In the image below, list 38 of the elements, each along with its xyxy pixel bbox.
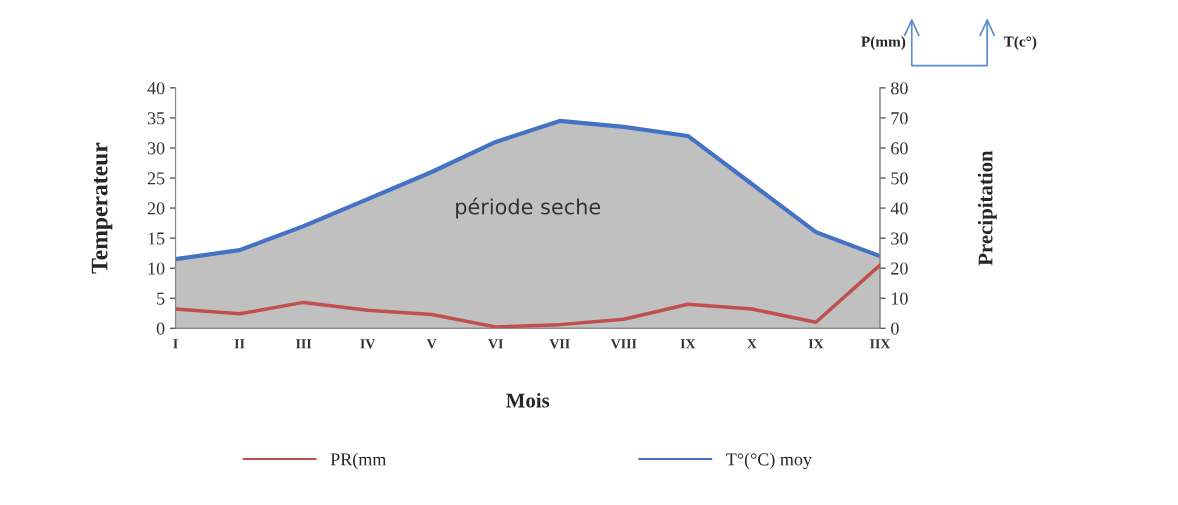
x-tick-label: X bbox=[747, 339, 757, 349]
y-tick-label: 0 bbox=[156, 322, 165, 335]
x-tick-label: VI bbox=[488, 339, 503, 349]
y-tick-label: 30 bbox=[147, 142, 165, 155]
text: P(mm) bbox=[861, 36, 906, 50]
x-tick-label: V bbox=[426, 339, 437, 349]
x-tick-label: IV bbox=[360, 339, 376, 349]
y2-tick-label: 60 bbox=[891, 142, 908, 155]
y2-tick-label: 80 bbox=[891, 82, 908, 95]
y-tick-label: 10 bbox=[148, 262, 165, 275]
y2-tick-label: 50 bbox=[891, 172, 908, 185]
x-tick-label: VII bbox=[549, 339, 570, 349]
y-tick-label: 40 bbox=[147, 82, 165, 95]
legend-label: T°(°C) moy bbox=[726, 452, 812, 470]
y2-tick-label: 20 bbox=[891, 262, 908, 275]
annotation: période seche bbox=[456, 197, 601, 219]
y2-tick-label: 30 bbox=[891, 232, 908, 245]
y-tick-label: 15 bbox=[148, 232, 165, 245]
y-tick-label: 20 bbox=[147, 202, 165, 215]
y2-tick-label: 10 bbox=[891, 292, 908, 305]
x-tick-label: IX bbox=[808, 339, 824, 349]
x-tick-label: III bbox=[295, 339, 312, 349]
y-tick-label: 5 bbox=[157, 292, 165, 305]
y2-tick-label: 0 bbox=[891, 322, 899, 335]
x-tick-label: IX bbox=[680, 339, 696, 349]
y2-tick-label: 40 bbox=[890, 202, 908, 215]
text: T(c°) bbox=[1003, 36, 1037, 50]
y-axis-title: Temperateur bbox=[91, 142, 113, 274]
x-axis-title: Mois bbox=[506, 392, 550, 408]
legend-label: PR(mm bbox=[330, 452, 387, 470]
y-tick-label: 35 bbox=[147, 112, 165, 125]
x-tick-label: I bbox=[173, 339, 178, 349]
y2-axis-title: Precipitation bbox=[977, 150, 997, 266]
x-tick-label: IIX bbox=[870, 339, 891, 349]
x-tick-label: II bbox=[234, 339, 245, 349]
x-tick-label: VIII bbox=[610, 339, 637, 349]
y-tick-label: 25 bbox=[147, 172, 165, 185]
y2-tick-label: 70 bbox=[891, 112, 908, 125]
